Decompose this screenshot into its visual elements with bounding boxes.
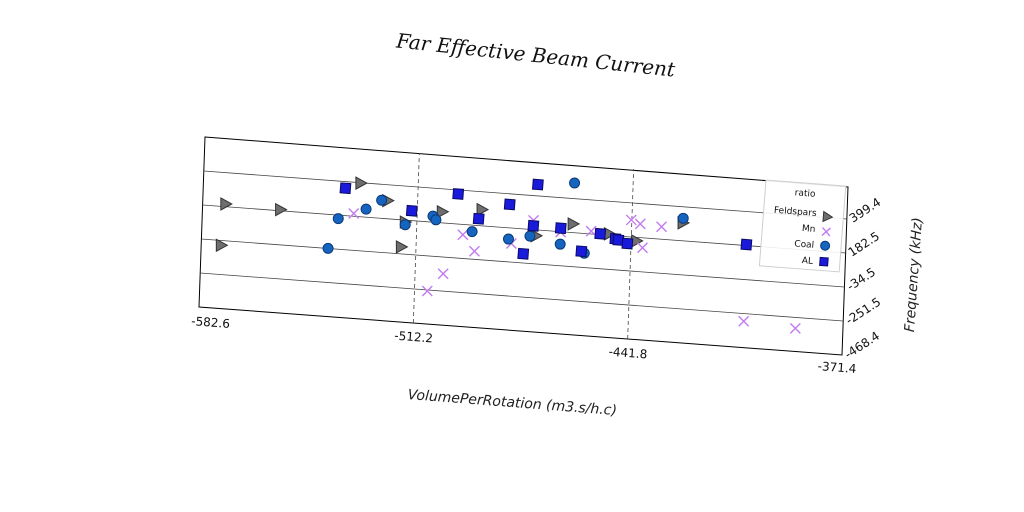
point-al bbox=[472, 212, 485, 225]
legend-marker-feldspars bbox=[822, 210, 834, 223]
point-feldspars bbox=[275, 202, 288, 217]
legend-marker-coal bbox=[820, 240, 831, 251]
legend: ratio Feldspars Mn Coal AL bbox=[758, 179, 847, 273]
point-coal bbox=[502, 233, 514, 245]
point-mn bbox=[636, 242, 648, 254]
y-tick-label: 399.4 bbox=[847, 195, 883, 225]
point-al bbox=[575, 245, 588, 258]
legend-label-feldspars: Feldspars bbox=[774, 206, 818, 219]
x-tick-label: -371.4 bbox=[817, 359, 857, 376]
legend-marker-mn bbox=[821, 227, 831, 237]
point-al bbox=[531, 178, 544, 191]
point-mn bbox=[437, 268, 449, 280]
x-gridline bbox=[627, 168, 635, 340]
point-al bbox=[594, 227, 607, 240]
point-feldspars bbox=[476, 202, 490, 217]
point-al bbox=[339, 182, 352, 195]
legend-label-al: AL bbox=[801, 256, 813, 267]
point-coal bbox=[360, 203, 372, 215]
point-al bbox=[527, 219, 540, 232]
point-mn bbox=[656, 221, 668, 233]
y-gridline bbox=[202, 204, 846, 254]
x-tick-label: -512.2 bbox=[394, 329, 434, 346]
point-mn bbox=[468, 245, 480, 257]
point-coal bbox=[399, 219, 411, 231]
x-tick-labels: -582.6 -512.2 -441.8 -371.4 bbox=[191, 314, 857, 376]
data-marks bbox=[215, 176, 801, 334]
point-al bbox=[452, 188, 465, 200]
y-tick-labels: -468.4-251.5-34.5 182.5 399.4 bbox=[842, 195, 883, 361]
point-mn bbox=[348, 208, 360, 220]
y-tick-label: -34.5 bbox=[844, 265, 878, 294]
grid-lines bbox=[200, 152, 847, 340]
y-tick-label: -468.4 bbox=[842, 329, 882, 362]
point-coal bbox=[376, 194, 388, 206]
legend-title: ratio bbox=[794, 188, 816, 200]
point-coal bbox=[332, 213, 344, 225]
point-coal bbox=[524, 230, 536, 242]
y-gridline bbox=[200, 272, 844, 322]
y-gridline bbox=[203, 170, 847, 220]
legend-label-mn: Mn bbox=[801, 224, 815, 235]
point-coal bbox=[466, 226, 478, 238]
x-axis-label: VolumePerRotation (m3.s/h.c) bbox=[407, 387, 617, 419]
point-coal bbox=[430, 214, 442, 226]
point-coal bbox=[569, 177, 581, 189]
point-coal bbox=[554, 238, 566, 250]
point-feldspars bbox=[215, 238, 229, 253]
y-tick-label: -251.5 bbox=[843, 295, 883, 328]
point-al bbox=[405, 204, 418, 217]
legend-label-coal: Coal bbox=[794, 239, 815, 250]
point-coal bbox=[677, 212, 689, 224]
point-al bbox=[621, 237, 634, 250]
point-mn bbox=[421, 285, 433, 297]
y-tick-label: 182.5 bbox=[846, 229, 882, 259]
point-mn bbox=[634, 218, 646, 230]
point-feldspars bbox=[355, 176, 368, 190]
point-feldspars bbox=[567, 217, 581, 231]
x-gridline bbox=[412, 152, 420, 324]
legend-marker-al bbox=[819, 256, 829, 267]
point-feldspars bbox=[436, 204, 450, 219]
x-tick-label: -441.8 bbox=[608, 345, 648, 362]
point-al bbox=[740, 238, 753, 251]
point-feldspars bbox=[631, 234, 644, 248]
point-mn bbox=[738, 315, 750, 327]
point-al bbox=[503, 198, 516, 211]
point-mn bbox=[625, 214, 637, 226]
point-al bbox=[517, 247, 530, 260]
point-feldspars bbox=[220, 197, 233, 211]
y-axis-label: Frequency (kHz) bbox=[902, 217, 926, 333]
point-mn bbox=[457, 229, 469, 241]
point-feldspars bbox=[395, 240, 409, 254]
chart-title: Far Effective Beam Current bbox=[394, 28, 677, 81]
point-coal bbox=[322, 242, 334, 254]
point-mn bbox=[789, 322, 801, 334]
y-gridline bbox=[201, 238, 845, 288]
point-mn bbox=[585, 225, 597, 237]
point-al bbox=[554, 222, 567, 235]
x-tick-label: -582.6 bbox=[191, 314, 231, 331]
